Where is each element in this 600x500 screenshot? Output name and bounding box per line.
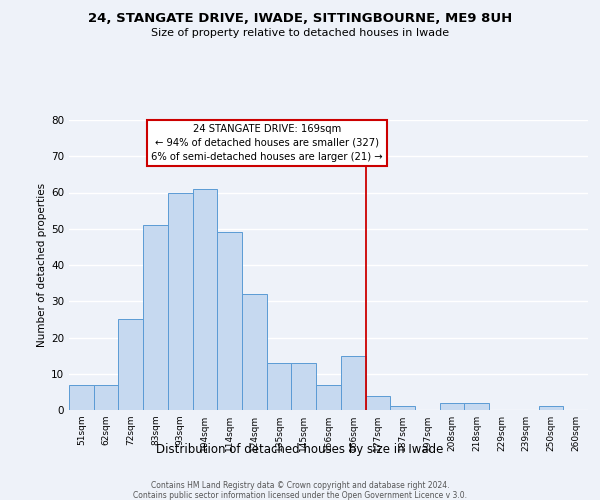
- Bar: [242, 294, 267, 410]
- Bar: [69, 384, 94, 410]
- Text: 24 STANGATE DRIVE: 169sqm
← 94% of detached houses are smaller (327)
6% of semi-: 24 STANGATE DRIVE: 169sqm ← 94% of detac…: [151, 124, 383, 162]
- Bar: [316, 384, 341, 410]
- Y-axis label: Number of detached properties: Number of detached properties: [37, 183, 47, 347]
- Bar: [168, 192, 193, 410]
- Bar: [341, 356, 365, 410]
- Bar: [217, 232, 242, 410]
- Bar: [267, 363, 292, 410]
- Text: Size of property relative to detached houses in Iwade: Size of property relative to detached ho…: [151, 28, 449, 38]
- Text: Distribution of detached houses by size in Iwade: Distribution of detached houses by size …: [157, 442, 443, 456]
- Bar: [118, 320, 143, 410]
- Text: 24, STANGATE DRIVE, IWADE, SITTINGBOURNE, ME9 8UH: 24, STANGATE DRIVE, IWADE, SITTINGBOURNE…: [88, 12, 512, 26]
- Text: Contains HM Land Registry data © Crown copyright and database right 2024.: Contains HM Land Registry data © Crown c…: [151, 481, 449, 490]
- Bar: [464, 403, 489, 410]
- Bar: [365, 396, 390, 410]
- Bar: [539, 406, 563, 410]
- Bar: [94, 384, 118, 410]
- Text: Contains public sector information licensed under the Open Government Licence v : Contains public sector information licen…: [133, 491, 467, 500]
- Bar: [390, 406, 415, 410]
- Bar: [292, 363, 316, 410]
- Bar: [193, 189, 217, 410]
- Bar: [143, 225, 168, 410]
- Bar: [440, 403, 464, 410]
